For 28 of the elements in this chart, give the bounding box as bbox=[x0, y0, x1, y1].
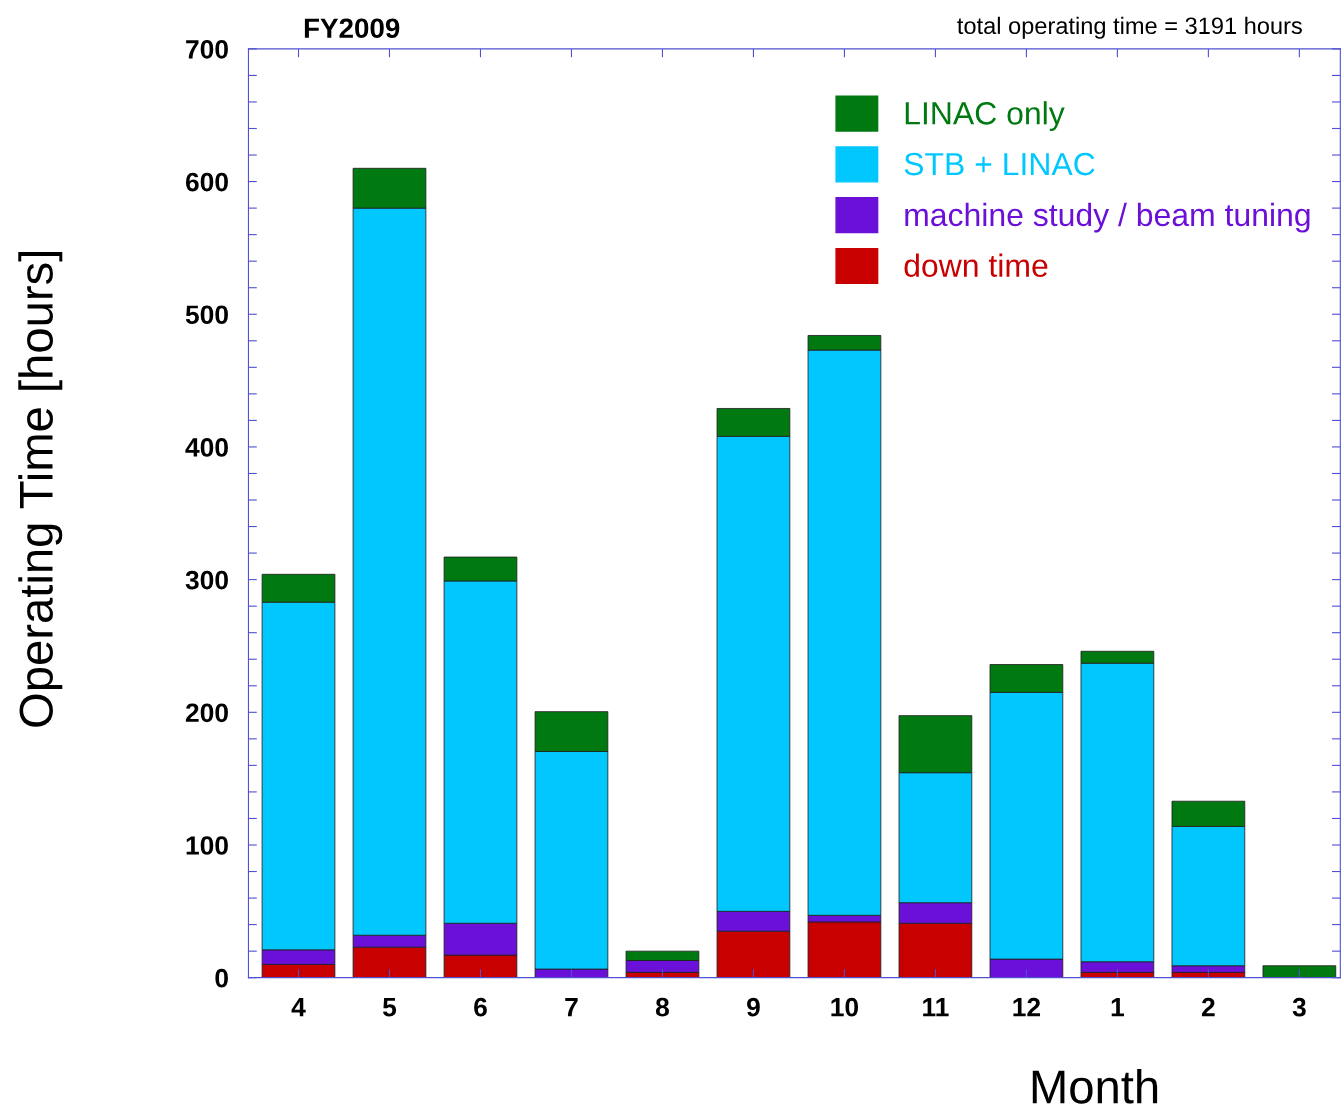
legend-label: machine study / beam tuning bbox=[905, 202, 1310, 233]
y-tick-label: 100 bbox=[186, 836, 228, 855]
x-tick-label: 12 bbox=[1013, 997, 1041, 1017]
legend-label: down time bbox=[904, 253, 1048, 278]
y-tick-label: 300 bbox=[185, 570, 228, 590]
x-tick-label: 5 bbox=[382, 998, 397, 1017]
x-tick-label: 4 bbox=[291, 998, 306, 1017]
x-tick-label: 9 bbox=[747, 997, 760, 1017]
x-tick-label: 10 bbox=[831, 997, 859, 1017]
y-tick-label: 600 bbox=[185, 172, 228, 192]
y-tick-label: 700 bbox=[186, 40, 228, 59]
y-tick-label: 200 bbox=[185, 703, 228, 723]
x-tick-label: 8 bbox=[655, 997, 669, 1017]
y-tick-label: 400 bbox=[185, 438, 228, 457]
x-tick-label: 7 bbox=[565, 998, 578, 1017]
text: total operating time = 3191 hours bbox=[957, 16, 1302, 39]
chart-title: FY2009 bbox=[304, 18, 400, 39]
x-tick-label: 6 bbox=[474, 997, 487, 1017]
x-tick-label: 11 bbox=[923, 998, 949, 1017]
y-axis-title: Operating Time [hours] bbox=[18, 252, 63, 727]
y-tick-label: 500 bbox=[185, 305, 228, 325]
x-axis-title: Month bbox=[1032, 1068, 1158, 1104]
x-tick-label: 3 bbox=[1292, 997, 1306, 1017]
legend-label: LINAC only bbox=[905, 101, 1065, 131]
legend-label: STB + LINAC bbox=[904, 152, 1095, 176]
x-tick-label: 1 bbox=[1111, 998, 1124, 1017]
x-tick-label: 2 bbox=[1201, 997, 1215, 1017]
y-tick-label: 0 bbox=[215, 968, 228, 988]
